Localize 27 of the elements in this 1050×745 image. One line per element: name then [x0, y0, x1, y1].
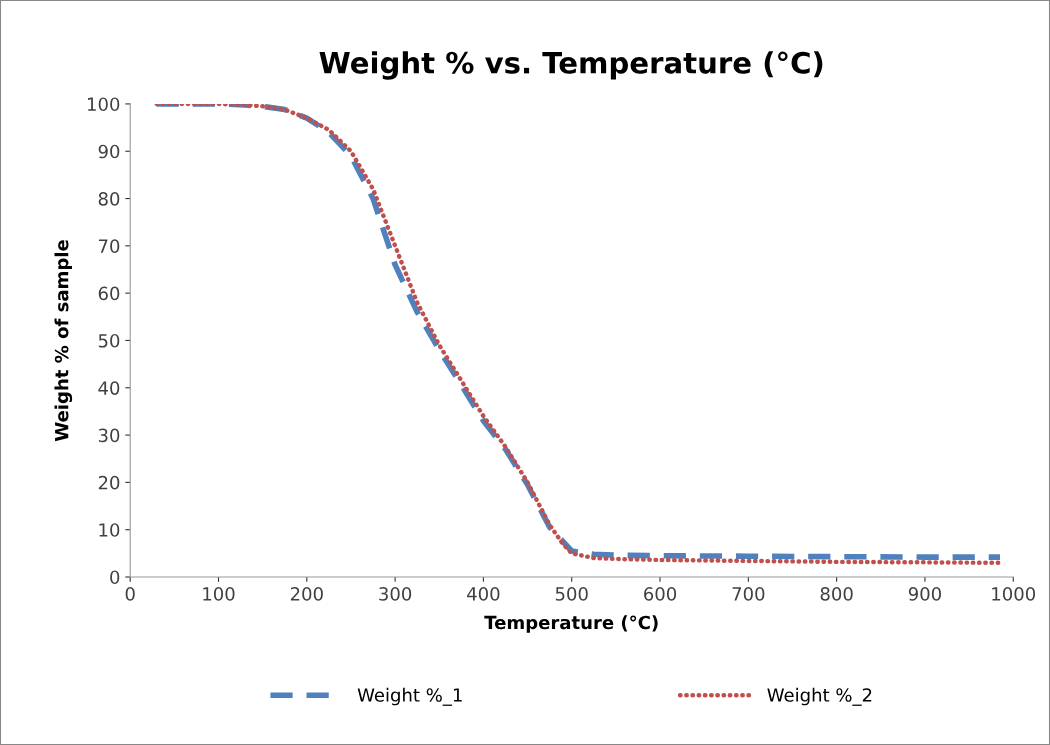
y-tick-label: 80 — [98, 192, 120, 206]
x-tick-label: 0 — [125, 587, 135, 601]
x-axis-title: Temperature (°C) — [484, 615, 658, 633]
legend-label: Weight %_2 — [767, 687, 872, 706]
x-tick-label: 500 — [555, 587, 588, 601]
x-tick-label: 800 — [820, 587, 853, 601]
y-tick-label: 90 — [98, 144, 120, 159]
x-tick-label: 400 — [467, 587, 500, 601]
y-tick-label: 50 — [98, 333, 120, 348]
y-tick-label: 40 — [98, 381, 120, 395]
y-tick-label: 0 — [110, 570, 120, 585]
y-axis-title: Weight % of sample — [54, 240, 73, 442]
x-tick-label: 300 — [379, 587, 412, 601]
y-tick-label: 10 — [99, 523, 120, 537]
legend-label: Weight %_1 — [357, 687, 462, 706]
y-tick-label: 20 — [98, 475, 120, 490]
y-tick-label: 60 — [98, 286, 120, 301]
x-tick-label: 900 — [908, 587, 941, 601]
x-tick-label: 600 — [644, 587, 677, 601]
x-tick-label: 200 — [290, 587, 323, 601]
chart-title: Weight % vs. Temperature (°C) — [319, 51, 823, 80]
y-tick-label: 30 — [98, 428, 120, 443]
x-tick-label: 100 — [203, 587, 235, 601]
y-tick-label: 100 — [88, 97, 120, 112]
y-tick-label: 70 — [98, 239, 120, 253]
x-tick-label: 1000 — [992, 587, 1036, 601]
x-tick-label: 700 — [732, 587, 765, 601]
